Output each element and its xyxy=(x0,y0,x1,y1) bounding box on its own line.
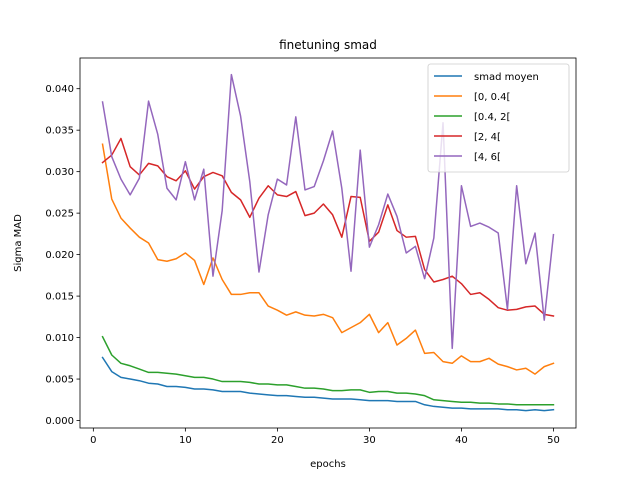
y-tick-label: 0.005 xyxy=(45,375,74,386)
y-axis-label: Sigma MAD xyxy=(13,214,24,272)
legend-label-0: smad moyen xyxy=(474,72,539,83)
series-line-2 xyxy=(101,335,555,406)
x-axis-label: epochs xyxy=(310,459,346,470)
y-tick-label: 0.015 xyxy=(45,292,74,303)
y-tick-label: 0.025 xyxy=(45,209,74,220)
plot-lines xyxy=(101,73,555,412)
x-tick-label: 10 xyxy=(179,435,192,446)
x-tick-label: 50 xyxy=(547,435,560,446)
series-line-4 xyxy=(101,73,555,350)
x-tick-label: 30 xyxy=(363,435,376,446)
series-line-1 xyxy=(101,143,555,375)
legend-label-4: [4, 6[ xyxy=(474,152,501,163)
y-tick-label: 0.000 xyxy=(45,416,74,427)
series-line-0 xyxy=(101,356,555,412)
x-tick-label: 20 xyxy=(271,435,284,446)
series-line-3 xyxy=(101,137,555,317)
legend-label-2: [0.4, 2[ xyxy=(474,112,510,123)
y-tick-label: 0.035 xyxy=(45,126,74,137)
legend-label-1: [0, 0.4[ xyxy=(474,92,510,103)
chart-title: finetuning smad xyxy=(279,38,377,52)
legend-label-3: [2, 4[ xyxy=(474,132,501,143)
y-tick-label: 0.030 xyxy=(45,167,74,178)
y-tick-label: 0.010 xyxy=(45,333,74,344)
y-tick-label: 0.020 xyxy=(45,250,74,261)
x-tick-label: 40 xyxy=(455,435,468,446)
y-tick-label: 0.040 xyxy=(45,84,74,95)
y-axis: 0.000 0.005 0.010 0.015 0.020 0.025 0.030 0.035… xyxy=(45,84,80,427)
plot-frame xyxy=(79,57,577,429)
x-axis: 0 10 20 30 40 50 xyxy=(90,428,560,446)
x-tick-label: 0 xyxy=(90,435,96,446)
legend: smad moyen [0, 0.4[ [0.4, 2[ [2, 4[ [4, 6[ xyxy=(427,63,570,173)
legend-box xyxy=(427,63,570,173)
